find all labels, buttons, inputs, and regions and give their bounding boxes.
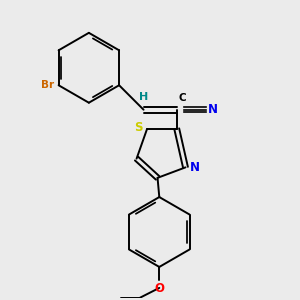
Text: N: N — [190, 161, 200, 174]
Text: N: N — [208, 103, 218, 116]
Text: O: O — [154, 282, 164, 295]
Text: H: H — [139, 92, 148, 102]
Text: Br: Br — [41, 80, 54, 90]
Text: S: S — [134, 121, 143, 134]
Text: C: C — [178, 93, 186, 103]
